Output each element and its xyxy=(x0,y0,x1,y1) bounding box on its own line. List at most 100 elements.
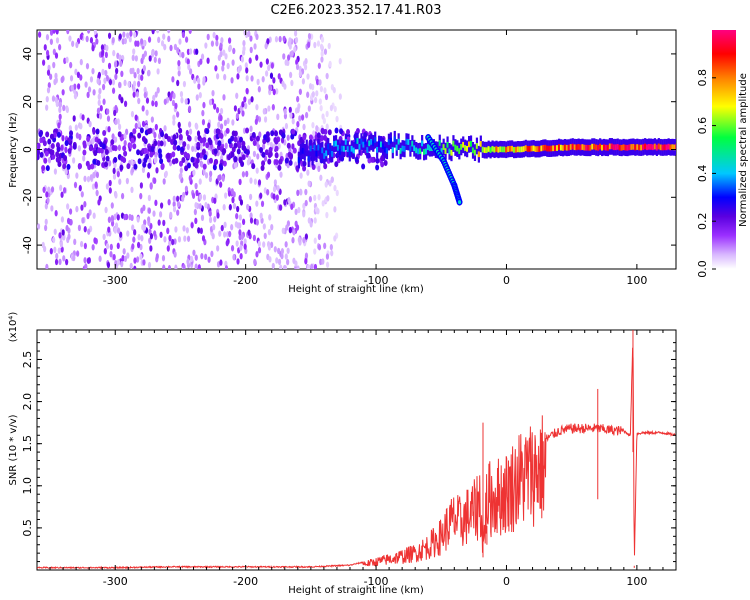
noise-cell xyxy=(299,188,303,196)
noise-cell xyxy=(150,51,155,58)
noise-cell xyxy=(147,145,152,152)
noise-cell xyxy=(255,200,259,207)
noise-cell xyxy=(317,233,322,241)
noise-cell xyxy=(299,136,304,143)
noise-cell xyxy=(235,92,239,99)
noise-cell xyxy=(224,53,228,60)
snr-series xyxy=(37,330,676,570)
noise-cell xyxy=(177,64,181,72)
noise-cell xyxy=(50,149,55,156)
noise-cell xyxy=(79,123,83,130)
noise-cell xyxy=(288,43,292,50)
noise-cell xyxy=(58,101,62,108)
top-x-ticks: -300 -200 -100 0 100 xyxy=(103,30,647,287)
noise-cell xyxy=(123,133,127,140)
noise-cell xyxy=(72,157,76,164)
noise-cell xyxy=(107,126,111,133)
noise-cell xyxy=(302,211,306,218)
noise-cell xyxy=(104,69,108,77)
noise-cell xyxy=(324,181,328,188)
noise-cell xyxy=(216,212,220,219)
signal-cell xyxy=(632,143,635,150)
noise-cell xyxy=(98,255,102,262)
noise-cell xyxy=(120,192,125,200)
noise-cell xyxy=(181,195,185,202)
noise-cell xyxy=(231,130,236,137)
signal-cell xyxy=(395,144,398,151)
noise-cell xyxy=(294,30,298,37)
signal-cell xyxy=(307,155,310,162)
noise-cell xyxy=(172,195,176,203)
noise-cell xyxy=(120,70,124,78)
noise-cell xyxy=(326,261,330,268)
noise-cell xyxy=(108,179,112,187)
noise-cell xyxy=(193,208,197,216)
noise-cell xyxy=(45,104,49,111)
noise-cell xyxy=(236,222,240,229)
noise-cell xyxy=(193,77,197,84)
noise-cell xyxy=(328,60,332,68)
noise-cell xyxy=(46,69,51,76)
noise-cell xyxy=(110,139,115,146)
noise-cell xyxy=(239,244,243,251)
noise-cell xyxy=(56,146,61,153)
noise-cell xyxy=(147,194,151,202)
signal-cell xyxy=(362,141,365,148)
noise-cell xyxy=(114,192,118,199)
noise-cell xyxy=(307,264,311,269)
noise-cell xyxy=(205,142,210,149)
noise-cell xyxy=(221,148,226,155)
noise-cell xyxy=(86,30,91,34)
signal-cell xyxy=(589,144,592,151)
noise-cell xyxy=(137,132,142,139)
noise-cell xyxy=(226,117,230,125)
noise-cell xyxy=(160,131,165,138)
noise-cell xyxy=(58,258,62,266)
signal-cell xyxy=(642,144,645,151)
noise-cell xyxy=(327,42,331,50)
noise-cell xyxy=(246,203,250,211)
noise-cell xyxy=(238,178,242,186)
noise-cell xyxy=(261,76,265,83)
noise-cell xyxy=(117,144,122,151)
signal-cell xyxy=(493,146,496,153)
noise-cell xyxy=(182,264,186,269)
noise-cell xyxy=(95,128,100,135)
noise-cell xyxy=(155,253,159,260)
noise-cell xyxy=(321,258,325,265)
noise-cell xyxy=(333,105,337,113)
noise-cell xyxy=(257,247,262,254)
noise-cell xyxy=(126,163,131,170)
noise-cell xyxy=(128,36,132,43)
noise-cell xyxy=(235,112,240,120)
noise-cell xyxy=(153,131,157,139)
noise-cell xyxy=(212,164,217,171)
noise-cell xyxy=(242,145,247,152)
noise-cell xyxy=(317,62,321,69)
noise-cell xyxy=(272,193,276,200)
signal-cell xyxy=(354,138,357,144)
signal-cell xyxy=(358,143,361,150)
noise-cell xyxy=(84,263,88,269)
noise-cell xyxy=(225,127,230,134)
noise-cell xyxy=(212,224,216,231)
noise-cell xyxy=(222,204,226,211)
noise-cell xyxy=(188,121,192,128)
noise-cell xyxy=(172,200,176,208)
bottom-x-ticks: -300 -200 -100 0 100 xyxy=(49,330,677,588)
noise-cell xyxy=(172,134,177,141)
noise-cell xyxy=(183,235,187,242)
signal-cell xyxy=(501,146,504,153)
noise-cell xyxy=(153,157,157,164)
noise-cell xyxy=(310,263,314,269)
noise-cell xyxy=(208,99,213,106)
noise-cell xyxy=(157,148,162,155)
noise-cell xyxy=(259,147,264,154)
noise-cell xyxy=(178,51,183,58)
noise-cell xyxy=(88,209,92,216)
signal-cell xyxy=(552,145,555,152)
noise-cell xyxy=(207,256,211,263)
y-tick-label: 2.0 xyxy=(21,393,34,411)
signal-cell xyxy=(644,143,647,150)
